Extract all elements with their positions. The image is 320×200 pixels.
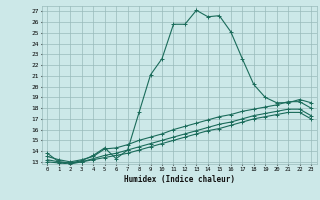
X-axis label: Humidex (Indice chaleur): Humidex (Indice chaleur) xyxy=(124,175,235,184)
